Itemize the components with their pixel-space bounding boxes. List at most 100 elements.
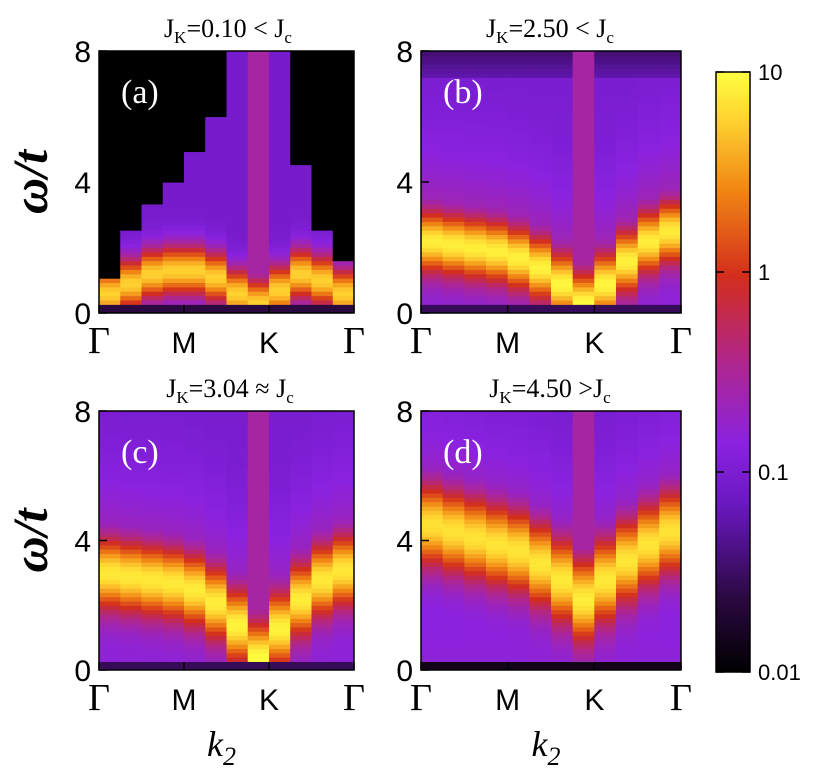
heatmap-cell bbox=[120, 657, 143, 662]
heatmap-cell bbox=[269, 613, 291, 619]
heatmap-cell bbox=[226, 151, 249, 157]
heatmap-cell bbox=[529, 600, 552, 606]
heatmap-cell bbox=[162, 549, 185, 555]
heatmap-cell bbox=[290, 120, 313, 126]
heatmap-cell bbox=[162, 85, 185, 91]
heatmap-cell bbox=[247, 59, 270, 65]
heatmap-cell bbox=[486, 510, 509, 516]
heatmap-cell bbox=[269, 527, 291, 533]
heatmap-cell bbox=[162, 605, 185, 611]
heatmap-cell bbox=[184, 635, 206, 641]
heatmap-cell bbox=[269, 199, 291, 205]
heatmap-cell bbox=[290, 419, 313, 425]
heatmap-cell bbox=[226, 480, 249, 485]
heatmap-cell bbox=[464, 462, 487, 468]
heatmap-cell bbox=[507, 151, 530, 157]
heatmap-cell bbox=[594, 186, 617, 192]
heatmap-cell bbox=[616, 415, 639, 421]
heatmap-cell bbox=[659, 432, 681, 438]
heatmap-cell bbox=[551, 195, 574, 201]
heatmap-cell bbox=[120, 536, 143, 542]
heatmap-cell bbox=[486, 480, 509, 485]
heatmap-cell bbox=[141, 260, 164, 266]
heatmap-cell bbox=[332, 168, 354, 174]
heatmap-cell bbox=[442, 125, 465, 131]
x-tick-label: M bbox=[495, 684, 520, 717]
heatmap-cell bbox=[141, 295, 164, 301]
heatmap-cell bbox=[99, 454, 121, 460]
heatmap-cell bbox=[184, 59, 206, 65]
heatmap-cell bbox=[464, 575, 487, 580]
heatmap-cell bbox=[637, 570, 660, 576]
heatmap-cell bbox=[442, 173, 465, 179]
heatmap-cell bbox=[659, 182, 681, 187]
heatmap-cell bbox=[594, 160, 617, 166]
heatmap-cell bbox=[594, 168, 617, 174]
heatmap-cell bbox=[551, 557, 574, 563]
heatmap-cell bbox=[421, 77, 444, 83]
heatmap-cell bbox=[486, 129, 509, 135]
heatmap-cell bbox=[442, 661, 465, 667]
heatmap-cell bbox=[442, 278, 465, 284]
heatmap-cell bbox=[529, 579, 552, 585]
heatmap-cell bbox=[120, 216, 143, 222]
heatmap-cell bbox=[290, 81, 313, 87]
heatmap-cell bbox=[594, 635, 617, 641]
heatmap-cell bbox=[226, 566, 249, 572]
heatmap-cell bbox=[594, 609, 617, 615]
heatmap-cell bbox=[205, 631, 228, 637]
heatmap-cell bbox=[551, 536, 574, 542]
heatmap-cell bbox=[99, 278, 121, 284]
heatmap-cell bbox=[486, 631, 509, 637]
heatmap-cell bbox=[616, 81, 639, 87]
heatmap-cell bbox=[421, 566, 444, 572]
heatmap-cell bbox=[162, 151, 185, 157]
heatmap-cell bbox=[442, 549, 465, 555]
heatmap-cell bbox=[442, 575, 465, 580]
heatmap-cell bbox=[486, 256, 509, 262]
heatmap-cell bbox=[464, 190, 487, 196]
heatmap-cell bbox=[205, 467, 228, 473]
heatmap-cell bbox=[226, 549, 249, 555]
heatmap-cell bbox=[184, 419, 206, 425]
heatmap-cell bbox=[464, 299, 487, 305]
heatmap-cell bbox=[290, 256, 313, 262]
heatmap-cell bbox=[162, 665, 185, 670]
heatmap-cell bbox=[529, 626, 552, 632]
heatmap-cell bbox=[205, 605, 228, 611]
heatmap-cell bbox=[226, 77, 249, 83]
heatmap-cell bbox=[332, 256, 354, 262]
y-axis-label: ω/t bbox=[2, 506, 58, 572]
heatmap-cell bbox=[269, 72, 291, 78]
heatmap-cell bbox=[99, 72, 121, 78]
heatmap-cell bbox=[184, 72, 206, 78]
heatmap-cell bbox=[269, 120, 291, 126]
heatmap-cell bbox=[311, 553, 334, 559]
heatmap-cell bbox=[659, 579, 681, 585]
heatmap-cell bbox=[205, 505, 228, 511]
heatmap-cell bbox=[162, 575, 185, 580]
heatmap-cell bbox=[486, 505, 509, 511]
heatmap-cell bbox=[247, 112, 270, 118]
heatmap-cell bbox=[464, 90, 487, 96]
heatmap-cell bbox=[120, 291, 143, 297]
heatmap-cell bbox=[184, 168, 206, 174]
heatmap-cell bbox=[184, 613, 206, 619]
heatmap-cell bbox=[486, 68, 509, 74]
heatmap-cell bbox=[205, 626, 228, 632]
heatmap-cell bbox=[290, 527, 313, 533]
heatmap-cell bbox=[290, 304, 313, 310]
heatmap-cell bbox=[464, 186, 487, 192]
heatmap-cell bbox=[659, 199, 681, 205]
heatmap-cell bbox=[120, 212, 143, 218]
heatmap-cell bbox=[290, 147, 313, 153]
heatmap-cell bbox=[290, 195, 313, 201]
heatmap-cell bbox=[290, 441, 313, 447]
heatmap-cell bbox=[332, 441, 354, 447]
heatmap-cell bbox=[226, 212, 249, 218]
heatmap-cell bbox=[529, 484, 552, 490]
heatmap-cell bbox=[529, 120, 552, 126]
heatmap-cell bbox=[529, 85, 552, 91]
heatmap-cell bbox=[141, 299, 164, 305]
